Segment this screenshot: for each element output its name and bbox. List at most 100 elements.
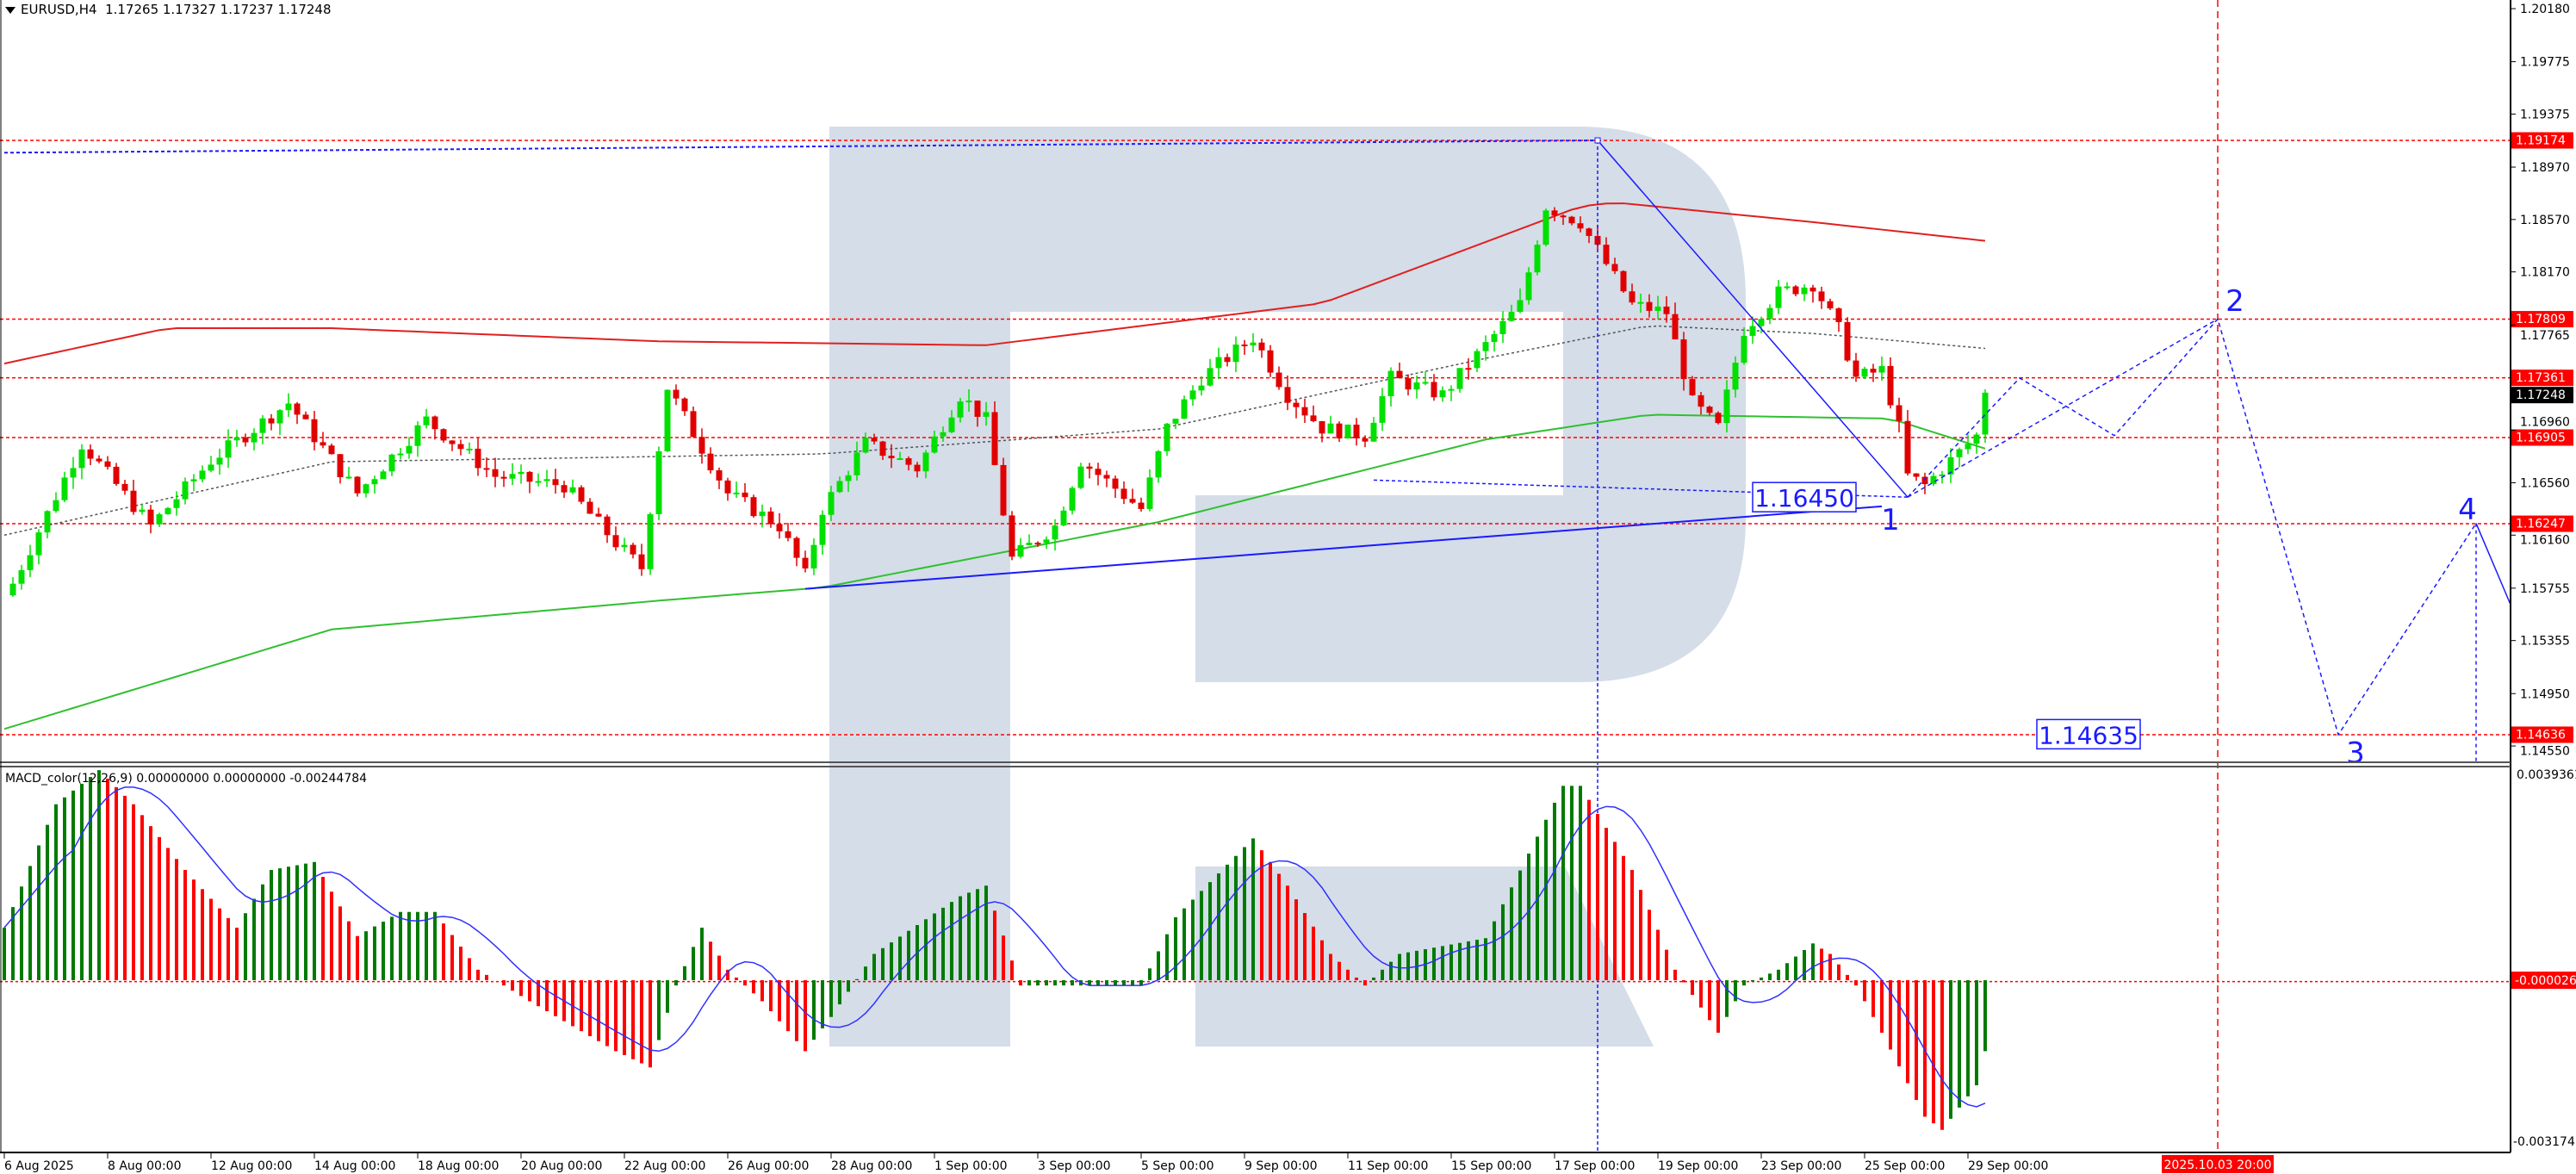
candle-bear	[1646, 301, 1653, 311]
candle-bear	[905, 458, 912, 465]
candle-bear	[526, 471, 533, 482]
candle-bull	[1878, 365, 1885, 373]
wave-label-1: 1	[1881, 503, 1900, 537]
candle-bull	[9, 583, 16, 596]
candle-bull	[164, 507, 171, 514]
candle-bear	[302, 414, 309, 419]
candle-bear	[578, 487, 585, 502]
forecast-tail	[2475, 523, 2511, 606]
candle-bull	[216, 457, 223, 465]
level-badge-bg	[2511, 132, 2573, 149]
candle-bull	[983, 412, 990, 417]
candle-bear	[96, 458, 102, 462]
level-badge: 1.14636	[2516, 729, 2566, 742]
candle-bull	[940, 432, 947, 437]
time-label: 5 Sep 00:00	[1141, 1159, 1214, 1173]
candle-bear	[130, 490, 137, 512]
candle-bull	[380, 471, 387, 480]
candle-bull	[759, 511, 766, 517]
price-tick-label: 1.15755	[2520, 582, 2570, 596]
candle-bear	[1086, 466, 1093, 469]
time-label: 29 Sep 00:00	[1968, 1159, 2048, 1173]
candle-bear	[1913, 473, 1920, 477]
panel-frames	[0, 0, 2511, 1153]
time-axis[interactable]: 6 Aug 2025 8 Aug 00:00 12 Aug 00:00 14 Aug …	[3, 1152, 2274, 1173]
candle-bear	[268, 418, 275, 424]
candle-bull	[1250, 342, 1257, 346]
candle-bull	[1327, 423, 1334, 434]
time-label: 1 Sep 00:00	[934, 1159, 1008, 1173]
macd-panel	[3, 770, 1987, 1130]
ma-long-line	[3, 413, 1986, 730]
candle-bull	[44, 511, 51, 533]
candle-bull	[509, 474, 516, 479]
candle-bear	[1792, 286, 1799, 295]
candle-bear	[500, 476, 507, 479]
candle-bull	[1499, 320, 1506, 334]
price-tick-label: 1.17765	[2520, 329, 2570, 343]
price-box	[2036, 718, 2141, 750]
candle-bull	[259, 418, 266, 433]
time-label: 26 Aug 00:00	[728, 1159, 809, 1173]
candle-bull	[1534, 245, 1541, 273]
time-label: 3 Sep 00:00	[1038, 1159, 1111, 1173]
candle-bull	[1741, 335, 1747, 363]
candle-bull	[1939, 474, 1946, 476]
time-label: 15 Sep 00:00	[1451, 1159, 1531, 1173]
candle-bear	[1009, 515, 1015, 557]
level-badge: 1.16905	[2516, 432, 2566, 445]
candle-bear	[104, 461, 111, 467]
time-label: 20 Aug 00:00	[521, 1159, 602, 1173]
candle-bull	[836, 481, 843, 493]
candle-bull	[957, 401, 964, 418]
candle-bull	[1172, 419, 1179, 424]
price-axis[interactable]: 1.19174 1.17809 1.17361 1.17248 1.16905 1.162…	[2511, 3, 2573, 759]
candle-bear	[147, 509, 154, 525]
candle-bull	[466, 448, 473, 450]
time-label: 9 Sep 00:00	[1245, 1159, 1318, 1173]
candle-bear	[337, 454, 344, 478]
time-label: 25 Sep 00:00	[1865, 1159, 1945, 1173]
candle-bull	[664, 389, 671, 451]
drop-trend-line	[1597, 140, 1909, 498]
candle-bear	[1663, 306, 1670, 314]
candle-bull	[371, 479, 378, 485]
candle-bull	[1491, 333, 1498, 343]
price-tick-label: 1.19775	[2520, 56, 2570, 70]
candle-bear	[724, 480, 731, 494]
candle-bull	[1947, 457, 1954, 475]
candle-bull	[1456, 368, 1463, 389]
candle-bear	[483, 468, 490, 470]
price-tick-label: 1.16960	[2520, 416, 2570, 430]
price-box-label: 1.16450	[1754, 484, 1854, 512]
candle-bear	[604, 516, 611, 536]
candle-bull	[845, 475, 852, 481]
candle-bull	[1654, 306, 1661, 311]
anchor-handle	[1594, 137, 1601, 144]
candle-bull	[897, 458, 903, 461]
candle-bear	[1603, 245, 1610, 264]
candle-bear	[561, 485, 568, 493]
candle-bull	[208, 464, 214, 471]
candle-bear	[1706, 407, 1713, 413]
candle-bear	[871, 438, 878, 442]
candle-bear	[1887, 365, 1894, 406]
candle-bull	[1766, 307, 1773, 320]
candle-bear	[802, 557, 809, 568]
candle-bull	[1060, 510, 1067, 526]
price-tick-label: 1.16160	[2520, 534, 2570, 548]
candle-bear	[311, 419, 318, 443]
candle-bull	[1474, 351, 1480, 369]
candle-bull	[535, 481, 542, 483]
collapse-triangle-icon[interactable]	[5, 6, 16, 14]
time-label: 11 Sep 00:00	[1348, 1159, 1428, 1173]
macd-axis-top: 0.0039361	[2517, 768, 2576, 782]
candle-bear	[1818, 291, 1825, 301]
candle-bull	[363, 484, 369, 494]
candle-bull	[1198, 385, 1205, 391]
candle-bear	[879, 441, 886, 457]
level-badge: 1.16247	[2516, 518, 2566, 531]
candle-bear	[354, 476, 361, 494]
candle-bear	[1103, 475, 1110, 479]
